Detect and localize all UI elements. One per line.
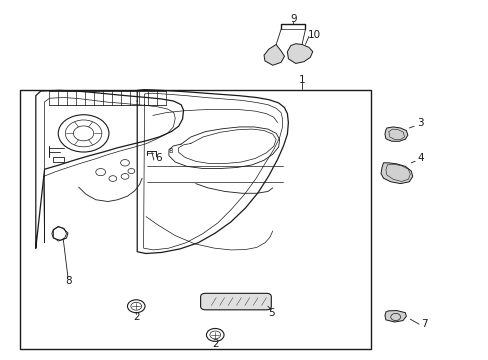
Text: 5: 5 bbox=[267, 309, 274, 318]
Text: 2: 2 bbox=[133, 312, 139, 322]
Polygon shape bbox=[287, 44, 312, 63]
Polygon shape bbox=[384, 311, 406, 322]
Text: 3: 3 bbox=[416, 118, 423, 128]
Bar bbox=[20, 90, 370, 348]
Text: 1: 1 bbox=[298, 75, 305, 85]
Text: 6: 6 bbox=[155, 153, 161, 163]
Polygon shape bbox=[264, 44, 284, 65]
Text: 8: 8 bbox=[65, 276, 72, 286]
Text: 7: 7 bbox=[421, 319, 427, 329]
Polygon shape bbox=[380, 163, 412, 184]
Polygon shape bbox=[384, 127, 407, 141]
Bar bbox=[53, 157, 63, 162]
Text: 4: 4 bbox=[417, 153, 424, 163]
FancyBboxPatch shape bbox=[200, 293, 271, 310]
Text: 2: 2 bbox=[211, 339, 218, 349]
Text: 8: 8 bbox=[168, 148, 172, 154]
Text: 10: 10 bbox=[307, 30, 320, 40]
Text: 9: 9 bbox=[289, 14, 296, 24]
